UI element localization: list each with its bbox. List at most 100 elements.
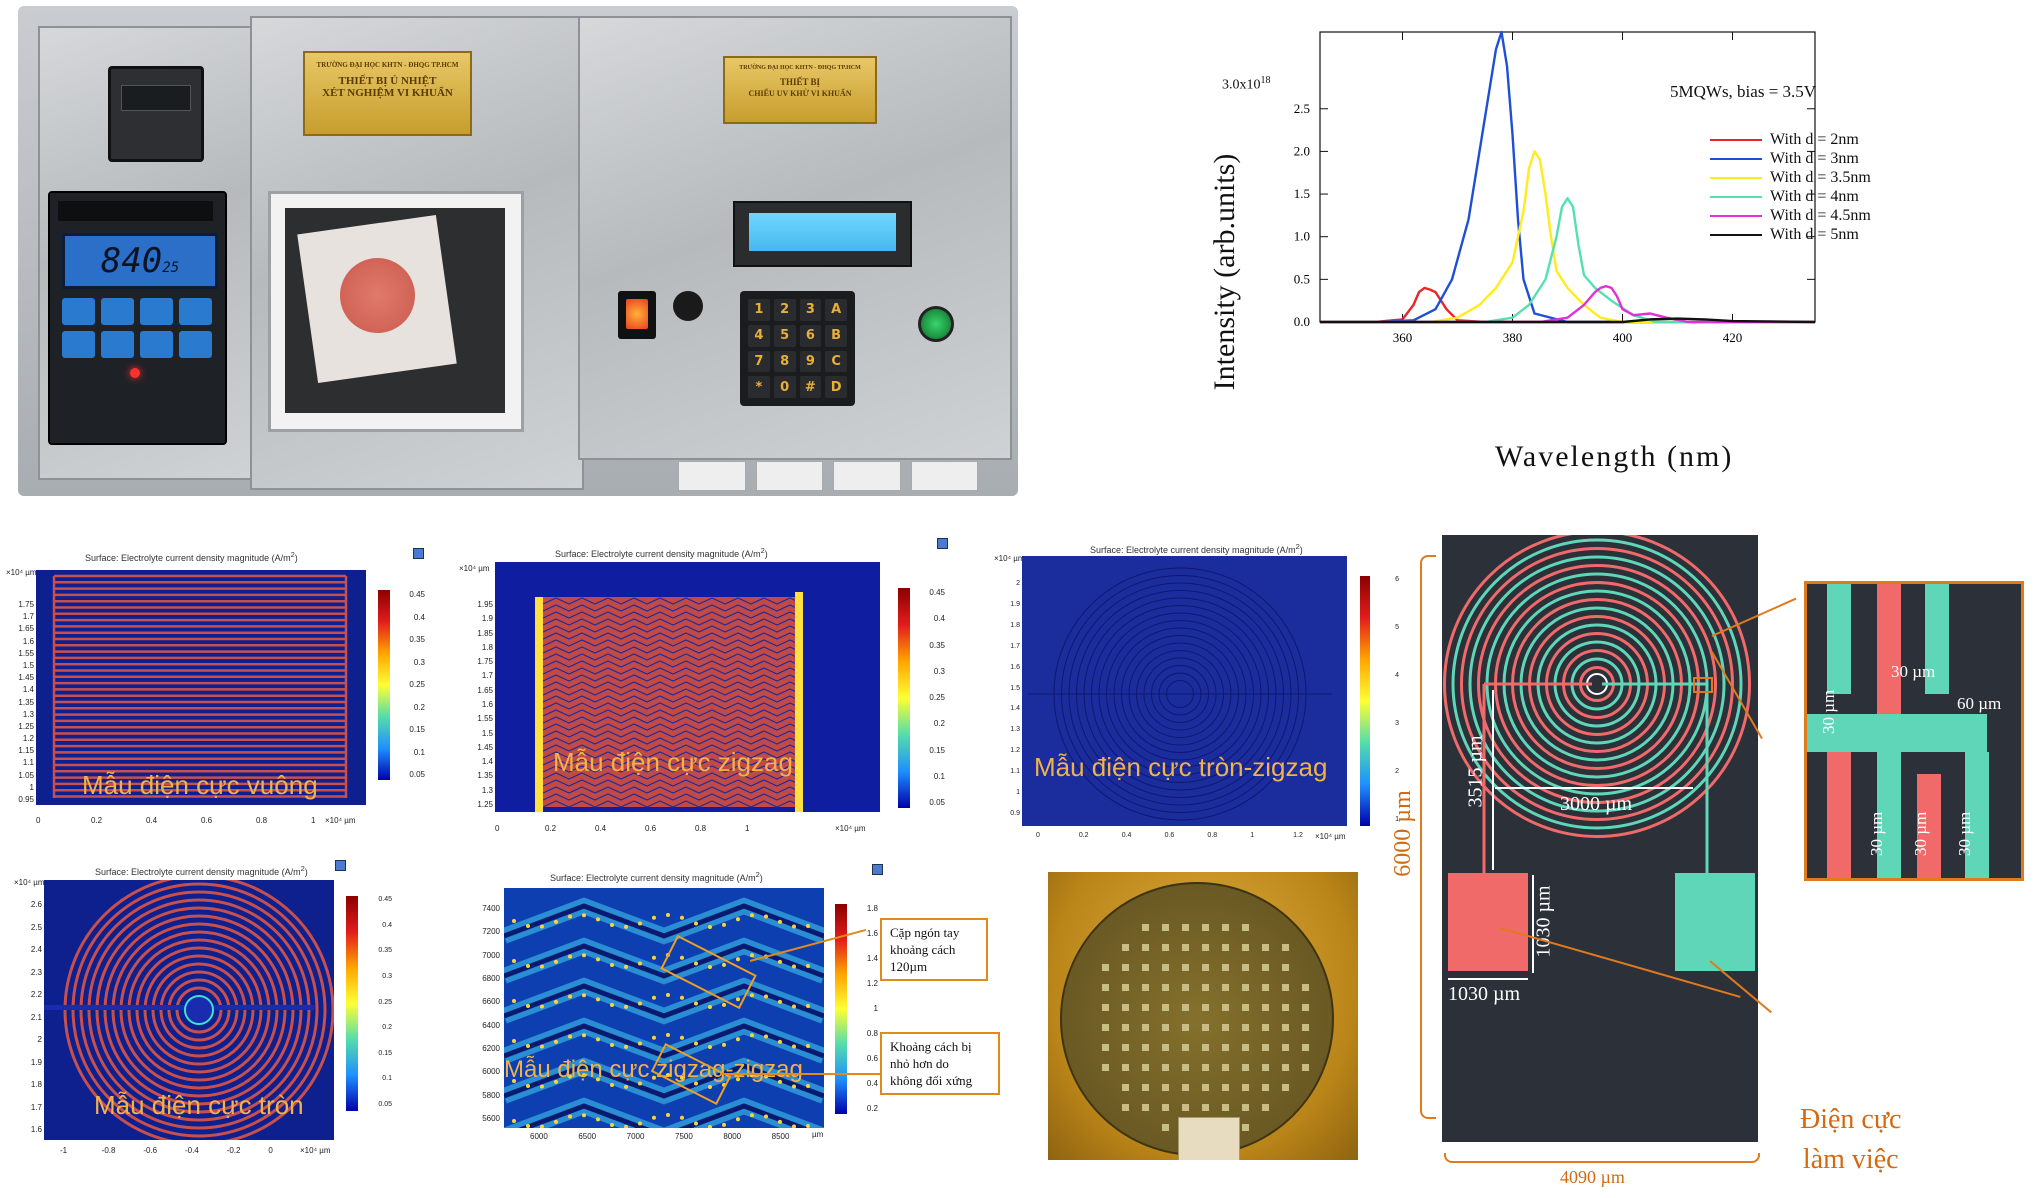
wafer-die [1142,1084,1149,1091]
wafer-die [1222,1024,1229,1031]
tick-label: 1.75 [18,600,34,609]
finger-tip [638,1041,642,1046]
wafer-die [1142,964,1149,971]
keypad-key[interactable]: 5 [773,324,796,347]
keypad-key[interactable]: 8 [773,350,796,373]
electrode-finger [542,800,804,808]
wafer-die [1262,944,1269,951]
tick-label: 0.9 [1010,810,1020,817]
tick-label: 1.35 [18,697,34,707]
power-switch[interactable] [618,291,656,339]
keypad-key[interactable]: B [825,324,847,347]
wafer-die [1282,1044,1289,1051]
electrode-finger [542,751,804,759]
y-exp-label: ×10⁴ µm [459,564,490,573]
finger-tip [708,924,712,929]
keypad-key[interactable]: 6 [799,324,822,347]
keypad-key[interactable]: 3 [799,299,822,321]
electrode-finger [542,625,804,633]
y-axis-label: Intensity (arb.units) [1208,153,1241,391]
tick-label: 0.35 [409,635,425,644]
finger-tip [582,1113,586,1118]
tick-label: 7000 [626,1132,645,1141]
wafer-die [1102,1024,1109,1031]
tick-label: 1.6 [866,929,878,938]
finger-tip [512,999,516,1003]
finger-tip [554,1039,558,1044]
round-zigzag-electrode-svg [1028,567,1332,821]
finger-tip [694,1121,698,1126]
keypad-key[interactable]: C [825,350,847,373]
wafer-die [1202,1044,1209,1051]
y-tick-label: 2.0 [1294,143,1310,158]
wafer-die [1302,1004,1309,1011]
tick-label: 0.95 [18,795,34,804]
keypad-key[interactable]: * [748,376,770,398]
keypad-key[interactable]: 0 [773,376,796,398]
x-exp-label: ×10⁴ µm [1315,832,1346,841]
keypad-key[interactable]: 4 [748,324,770,347]
tick-label: 0.6 [866,1054,878,1063]
x-exp-label: ×10⁴ µm [300,1146,331,1155]
caption-zigzag-zigzag: Mẫu điện cực zigzag-zigzag [504,1056,803,1083]
finger-tip [736,917,740,922]
wafer-die [1282,944,1289,951]
finger-tip [666,993,670,998]
spiral-ring [1477,564,1717,804]
tick-label: 1.95 [477,600,493,609]
wafer-die [1222,984,1229,991]
finger-tip [764,1074,768,1079]
finger-tip [792,1124,796,1128]
sim-round-zigzag: Surface: Electrolyte current density mag… [990,540,1410,841]
colorbar-ticks: 6 5 4 3 2 1 [1375,576,1399,826]
electrode-finger [542,709,804,717]
tick-label: 1.6 [22,636,34,646]
tick-label: 6400 [482,1020,500,1030]
keypad-key[interactable]: A [825,299,847,321]
wafer-die [1102,1004,1109,1011]
legend-swatch [1710,195,1762,198]
tick-label: 2.1 [30,1012,42,1022]
tick-label: 1.4 [481,757,493,767]
finger-tip [708,964,712,969]
tick-label: 1.6 [1010,663,1020,671]
finger-tip [638,961,642,966]
keypad-key[interactable]: 9 [799,350,822,373]
legend-label: With d = 4.5nm [1770,206,1871,224]
tick-label: 1.5 [22,660,34,670]
x-exp-label: ×10⁴ µm [325,816,356,825]
zoom-30-left: 30 µm [1819,689,1838,734]
wafer-die [1282,1004,1289,1011]
electrode-path [504,1063,824,1099]
zigzag-zigzag-svg [504,897,824,1128]
finger-tip [554,919,558,924]
spectrum-chart: 360 380 400 420 0.0 0.5 1.0 1.5 2.0 2.5 5MQWs, bi… [1180,20,2000,480]
sim-title-end: ) [1299,545,1303,555]
legend-swatch [1710,233,1762,236]
wafer-die [1202,924,1209,931]
finger-tip [736,997,740,1002]
electrode-finger [542,702,804,710]
tick-label: 1.65 [477,685,493,695]
timer-buttons[interactable] [62,298,212,358]
connector-2 [720,1073,880,1075]
tick-label: 0 [36,816,41,825]
electrode-finger [542,632,804,640]
note-line: khoảng cách [890,942,956,957]
tick-label: 0.1 [413,747,425,757]
tick-label: 0.3 [933,666,945,676]
wafer-die [1202,1104,1209,1111]
tick-label: 1.3 [481,785,493,795]
tick-label: 1.3 [1010,726,1020,734]
electrode-finger [542,758,804,766]
finger-tip [638,1001,642,1006]
keypad-key[interactable]: 2 [773,299,796,321]
keypad-key[interactable]: D [825,376,847,398]
keypad-key[interactable]: 1 [748,299,770,321]
finger-tip [554,1119,558,1124]
keypad-key[interactable]: 7 [748,350,770,373]
finger-tip [722,962,726,967]
finger-tip [708,1044,712,1049]
wafer-die [1142,1004,1149,1011]
keypad-key[interactable]: # [799,376,822,398]
